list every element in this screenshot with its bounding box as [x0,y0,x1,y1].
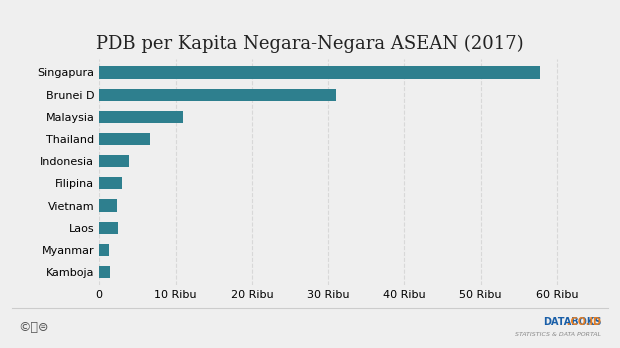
Text: .CO.ID: .CO.ID [533,317,601,327]
Text: PDB per Kapita Negara-Negara ASEAN (2017): PDB per Kapita Negara-Negara ASEAN (2017… [96,35,524,53]
Bar [99,222,118,234]
Bar [99,66,539,79]
Bar [99,177,122,189]
Bar [99,88,337,101]
Text: ©ⓘ⊜: ©ⓘ⊜ [19,321,49,334]
Bar [99,111,183,123]
Bar [99,266,110,278]
Text: DATABOKS: DATABOKS [543,317,601,327]
Text: STATISTICS & DATA PORTAL: STATISTICS & DATA PORTAL [515,332,601,337]
Bar [99,155,128,167]
Bar [99,199,117,212]
Bar [99,244,109,256]
Bar [99,133,149,145]
